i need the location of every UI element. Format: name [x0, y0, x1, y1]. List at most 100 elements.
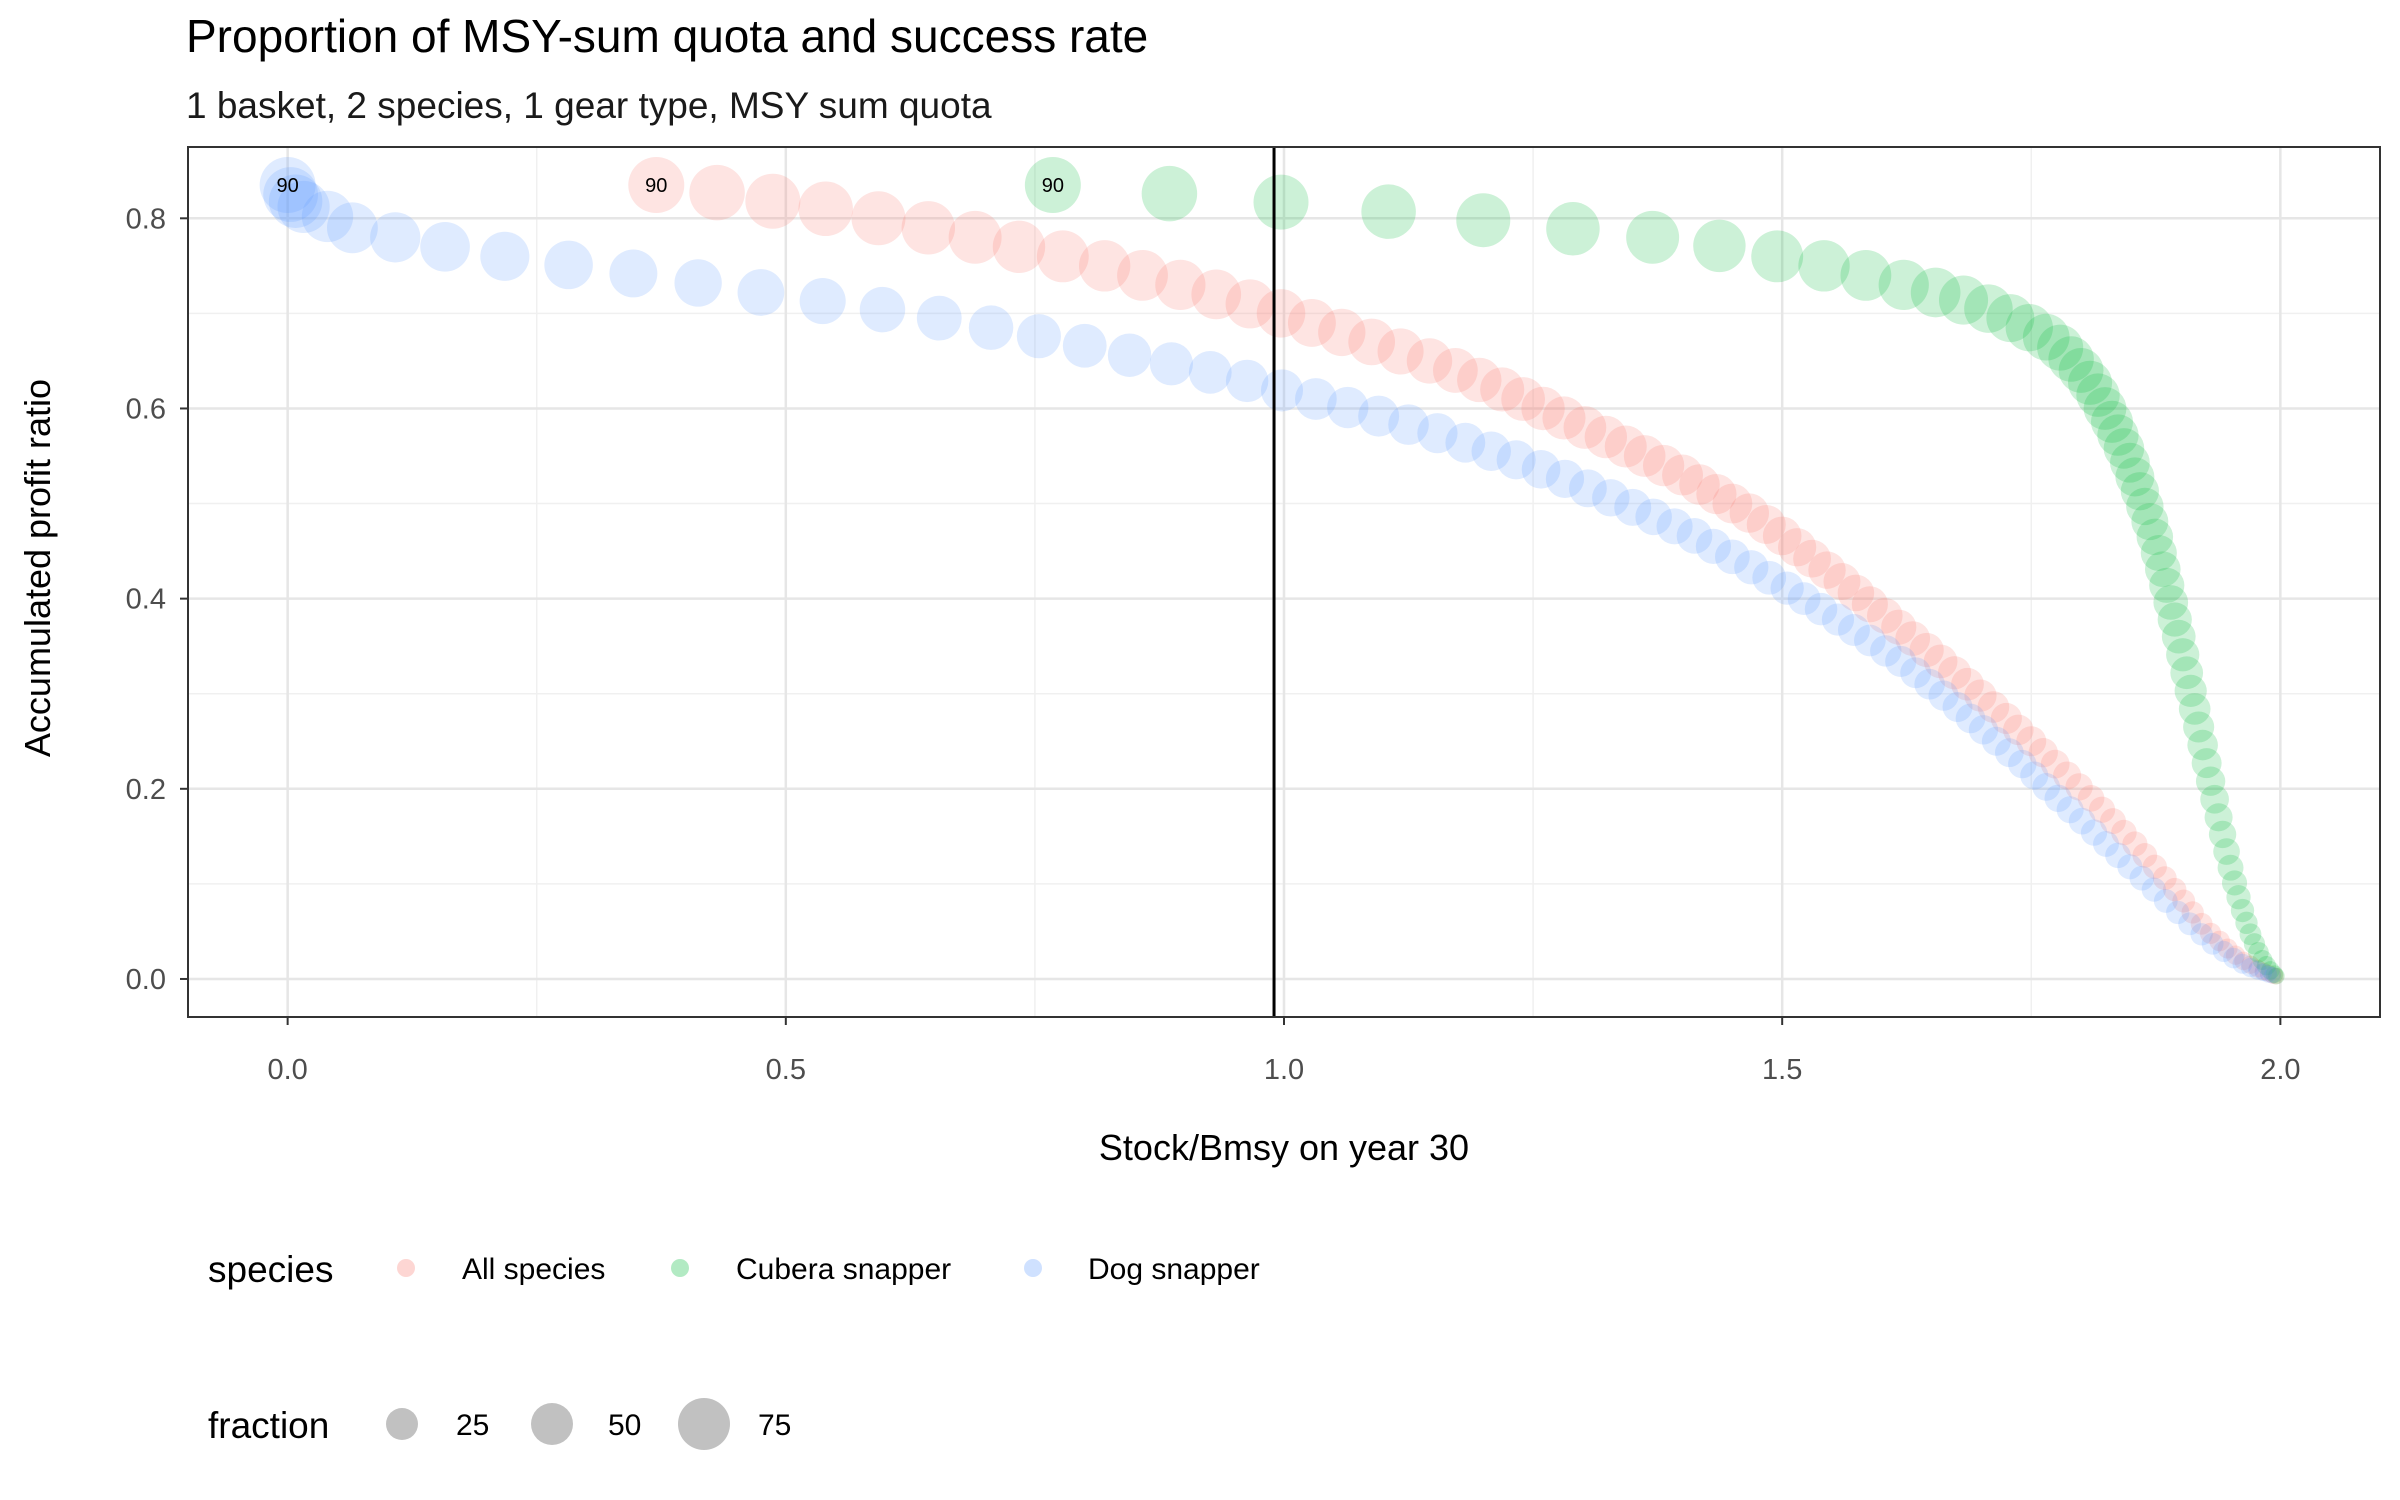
data-point: [1798, 240, 1850, 292]
data-point: [263, 167, 319, 222]
fraction-legend: fraction 25 50 75: [208, 1398, 791, 1450]
data-point: [2230, 898, 2255, 923]
legend-key-all-species: [397, 1259, 415, 1277]
data-point: [2217, 938, 2238, 959]
data-point: [916, 295, 962, 341]
data-point: [2204, 803, 2233, 832]
chart-title: Proportion of MSY-sum quota and success …: [186, 10, 1148, 62]
data-point: [2136, 518, 2174, 556]
data-point: [2161, 619, 2196, 654]
data-point: [1471, 431, 1511, 471]
species-legend-title: species: [208, 1249, 333, 1290]
data-point: [1545, 459, 1585, 498]
data-point: [1432, 348, 1478, 393]
data-point: [2142, 854, 2167, 879]
legend-key-cubera-snapper: [671, 1259, 689, 1277]
data-point: [2153, 585, 2189, 620]
data-point: [2048, 336, 2094, 382]
data-point: [992, 220, 1046, 274]
y-tick-label: 0.2: [126, 774, 166, 806]
data-point: [2217, 854, 2244, 881]
x-tick-label: 0.5: [766, 1054, 806, 1086]
data-point: [2016, 726, 2047, 757]
data-point: [1318, 308, 1366, 357]
data-point: [968, 305, 1014, 350]
data-point: [1964, 284, 2013, 333]
data-point: [2183, 711, 2215, 743]
data-point: [1729, 493, 1770, 533]
data-point: [799, 277, 846, 325]
data-point: [1445, 422, 1486, 463]
data-point: [2208, 820, 2237, 849]
data-point: [2261, 961, 2280, 980]
data-point: [2226, 885, 2251, 910]
data-point: [2181, 901, 2204, 924]
data-point: [2178, 693, 2211, 725]
data-point: [1361, 184, 1416, 239]
data-point: [2040, 749, 2070, 779]
data-point: [2172, 889, 2196, 913]
data-point: [2122, 831, 2148, 857]
point-label-all-species: 90: [645, 175, 667, 197]
data-point: [1751, 230, 1804, 283]
data-point: [1923, 644, 1958, 679]
data-point: [2248, 961, 2267, 980]
data-point: [2058, 348, 2104, 393]
data-point: [2068, 807, 2096, 835]
data-point: [1295, 378, 1337, 420]
data-point: [2157, 602, 2192, 637]
data-point: [2209, 930, 2230, 952]
y-tick-label: 0.0: [126, 964, 166, 996]
x-tick-label: 2.0: [2260, 1054, 2300, 1086]
data-point: [1696, 473, 1737, 515]
chart-subtitle: 1 basket, 2 species, 1 gear type, MSY su…: [186, 85, 992, 126]
data-point: [1656, 508, 1693, 545]
data-point: [1679, 464, 1720, 505]
data-point: [2083, 387, 2127, 430]
data-point: [2265, 965, 2284, 984]
data-point: [1614, 488, 1652, 526]
data-point: [268, 174, 323, 228]
data-point: [2163, 877, 2187, 902]
data-point: [2212, 940, 2235, 963]
data-point: [1695, 528, 1732, 564]
data-point: [1348, 318, 1396, 366]
data-point: [1584, 415, 1628, 459]
data-point: [2259, 965, 2277, 983]
data-point: [1457, 357, 1502, 403]
data-point: [2109, 442, 2150, 483]
data-point: [326, 202, 378, 254]
data-point: [1937, 656, 1972, 690]
data-point: [2141, 877, 2166, 902]
data-point: [1521, 386, 1565, 431]
data-point: [2003, 714, 2034, 746]
data-point: [737, 269, 785, 316]
data-point: [1563, 406, 1607, 449]
data-point: [2080, 819, 2108, 846]
data-point: [2105, 842, 2131, 869]
data-point: [2032, 773, 2061, 801]
data-point: [1149, 342, 1193, 386]
data-point: [851, 191, 906, 246]
data-point: [1994, 738, 2024, 768]
data-point: [1770, 571, 1804, 605]
data-point: [1188, 350, 1232, 394]
data-point: [1715, 539, 1750, 575]
data-point: [2200, 784, 2229, 814]
point-label-cubera-snapper: 90: [1042, 175, 1064, 197]
data-point: [1693, 219, 1746, 273]
data-point: [2028, 737, 2058, 768]
data-point: [2221, 870, 2248, 896]
data-point: [1377, 328, 1424, 375]
data-point: [2132, 843, 2158, 868]
data-point: [2144, 551, 2181, 587]
data-point: [2100, 808, 2126, 835]
data-point: [1910, 267, 1961, 318]
data-point: [1253, 174, 1309, 230]
data-point: [2153, 889, 2178, 913]
data-point: [1981, 726, 2011, 756]
data-point: [1568, 469, 1607, 508]
data-point: [745, 173, 801, 229]
data-point: [1762, 516, 1802, 556]
